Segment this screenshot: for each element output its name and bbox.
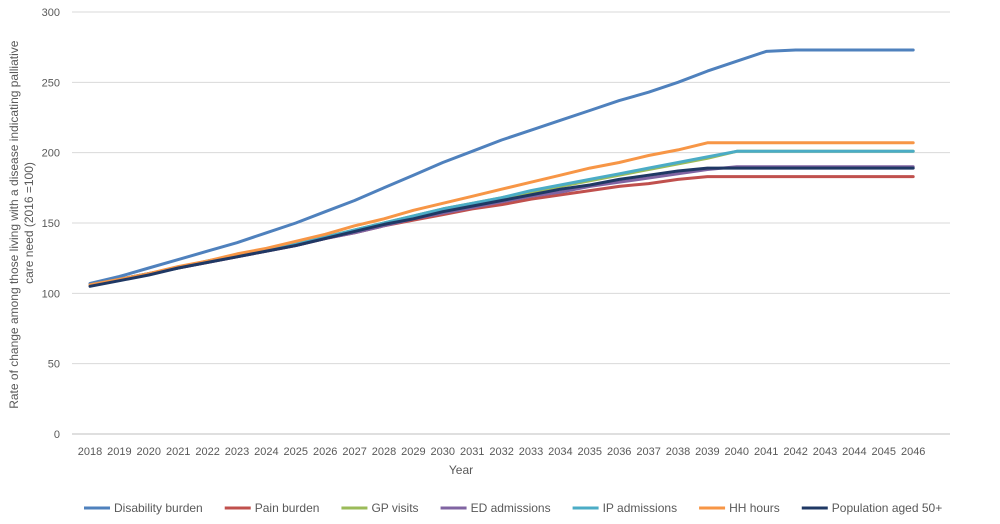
legend-label-gp-visits: GP visits [371, 501, 418, 515]
y-tick-label: 250 [42, 77, 60, 89]
x-tick-label: 2037 [636, 446, 660, 458]
legend-label-hh-hours: HH hours [729, 501, 780, 515]
x-tick-label: 2019 [107, 446, 131, 458]
x-tick-label: 2033 [519, 446, 543, 458]
y-axis-title-line-2: care need (2016 =100) [22, 162, 36, 284]
series-line-disability-burden [88, 48, 915, 285]
series-line-hh-hours [88, 141, 915, 287]
x-tick-label: 2023 [225, 446, 249, 458]
y-tick-label: 50 [48, 359, 60, 371]
y-axis-title: Rate of change among those living with a… [7, 37, 36, 409]
legend-label-ed-admissions: ED admissions [471, 501, 551, 515]
x-tick-label: 2032 [489, 446, 513, 458]
legend-label-population-aged-50: Population aged 50+ [832, 501, 942, 515]
gridlines [72, 11, 950, 435]
series-lines [88, 48, 915, 288]
x-tick-label: 2044 [842, 446, 866, 458]
y-axis-ticks: 0 50 100 150 200 250 300 [42, 7, 60, 441]
x-tick-label: 2046 [901, 446, 925, 458]
x-tick-label: 2018 [78, 446, 102, 458]
legend-label-disability-burden: Disability burden [114, 501, 203, 515]
y-axis-title-line-1: Rate of change among those living with a… [7, 40, 21, 409]
y-tick-label: 100 [42, 288, 60, 300]
y-tick-label: 200 [42, 148, 60, 160]
x-tick-label: 2028 [372, 446, 396, 458]
x-tick-label: 2034 [548, 446, 572, 458]
x-tick-label: 2043 [813, 446, 837, 458]
x-tick-label: 2040 [725, 446, 749, 458]
x-tick-label: 2031 [460, 446, 484, 458]
x-tick-label: 2035 [578, 446, 602, 458]
series-line-ed-admissions [88, 165, 915, 287]
x-tick-label: 2039 [695, 446, 719, 458]
x-tick-label: 2038 [666, 446, 690, 458]
x-tick-label: 2025 [284, 446, 308, 458]
series-line-pain-burden [88, 175, 915, 287]
legend-label-pain-burden: Pain burden [255, 501, 320, 515]
x-tick-label: 2041 [754, 446, 778, 458]
x-tick-label: 2045 [872, 446, 896, 458]
legend: Disability burden Pain burden GP visits ED … [84, 501, 942, 515]
series-line-gp-visits [88, 149, 915, 287]
x-axis-title: Year [449, 463, 473, 477]
x-tick-label: 2026 [313, 446, 337, 458]
x-tick-label: 2024 [254, 446, 278, 458]
y-tick-label: 300 [42, 7, 60, 19]
x-tick-label: 2022 [195, 446, 219, 458]
y-tick-label: 150 [42, 218, 60, 230]
x-tick-label: 2021 [166, 446, 190, 458]
series-line-ip-admissions [88, 149, 915, 287]
legend-label-ip-admissions: IP admissions [603, 501, 677, 515]
x-tick-label: 2036 [607, 446, 631, 458]
x-tick-label: 2030 [431, 446, 455, 458]
x-tick-label: 2042 [783, 446, 807, 458]
x-tick-label: 2029 [401, 446, 425, 458]
x-tick-label: 2020 [137, 446, 161, 458]
y-tick-label: 0 [54, 429, 60, 441]
x-axis-ticks: 2018 2019 2020 2021 2022 2023 2024 2025 2026 2027… [78, 446, 926, 458]
x-tick-label: 2027 [342, 446, 366, 458]
series-line-population-aged-50 [88, 166, 915, 288]
